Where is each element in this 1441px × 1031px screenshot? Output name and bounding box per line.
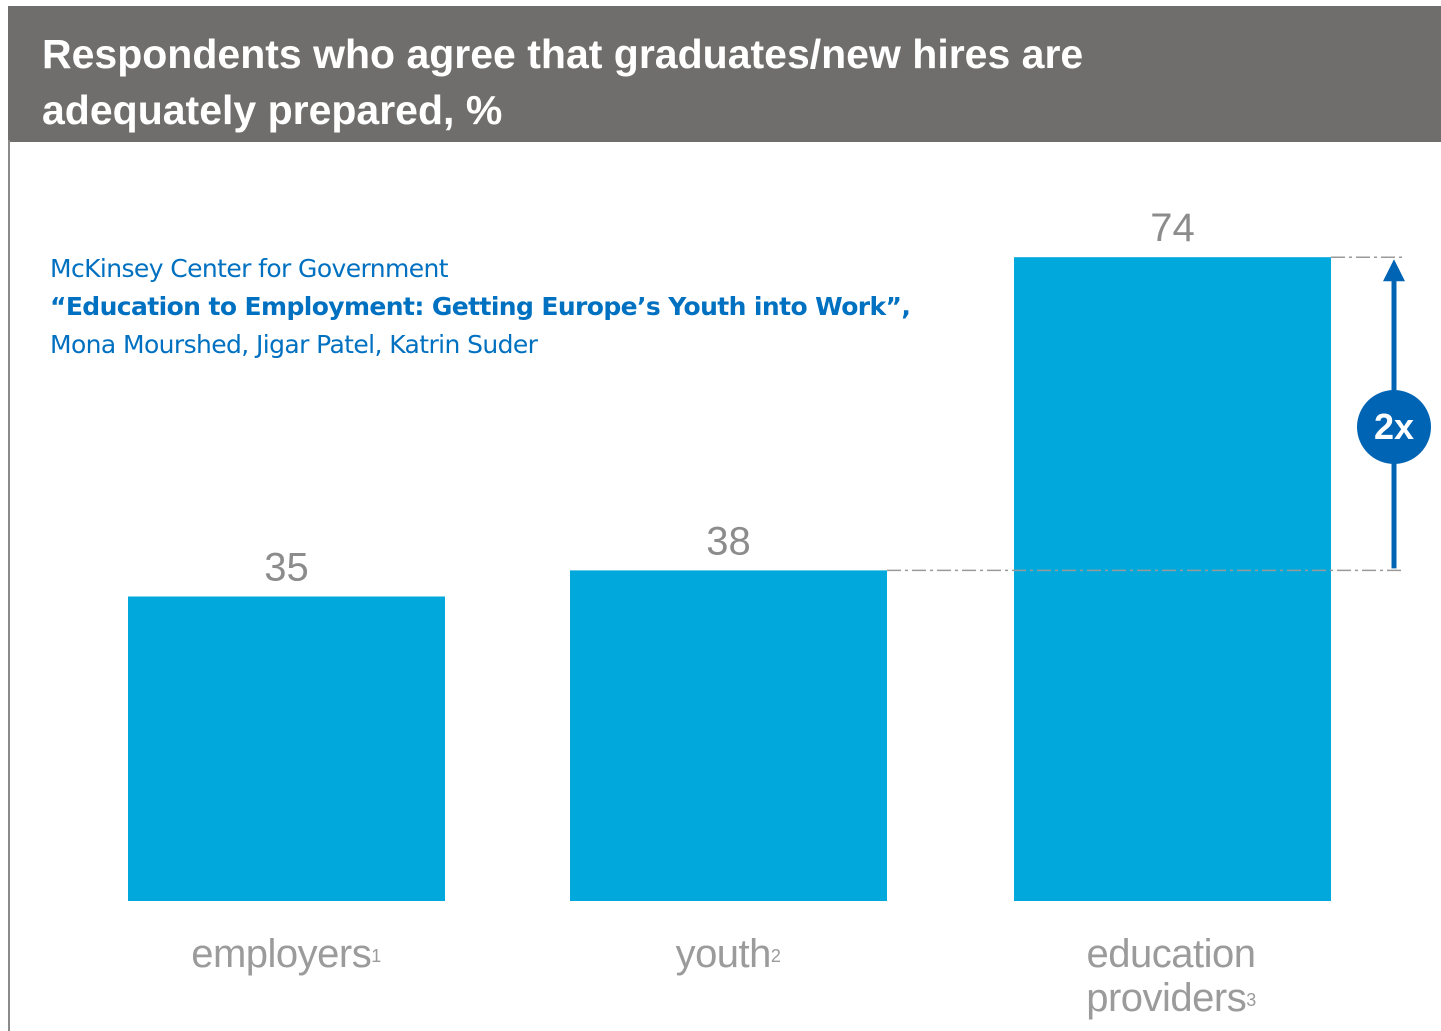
data-label-employers: 35 [264, 546, 309, 590]
multiplier-arrow-head [1383, 259, 1405, 282]
bar-employers [128, 596, 445, 901]
source-authors: Mona Mourshed, Jigar Patel, Katrin Suder [50, 330, 538, 359]
data-label-youth: 38 [706, 519, 751, 563]
source-org: McKinsey Center for Government [50, 254, 449, 283]
source-report-title: “Education to Employment: Getting Europe… [50, 292, 911, 321]
source-citation: McKinsey Center for Government “Educatio… [50, 250, 950, 364]
frame-left-border [8, 140, 10, 1031]
bar-education-providers [1014, 257, 1331, 901]
chart-header: Respondents who agree that graduates/new… [8, 6, 1441, 142]
data-label-education-providers: 74 [1150, 206, 1195, 250]
multiplier-badge: 2x [1357, 390, 1431, 464]
category-label-education-providers: education providers3 [1086, 932, 1256, 1020]
chart-title: Respondents who agree that graduates/new… [42, 31, 1084, 133]
category-label-youth: youth2 [675, 932, 781, 976]
category-label-employers: employers1 [191, 932, 381, 976]
bar-youth [570, 570, 887, 901]
